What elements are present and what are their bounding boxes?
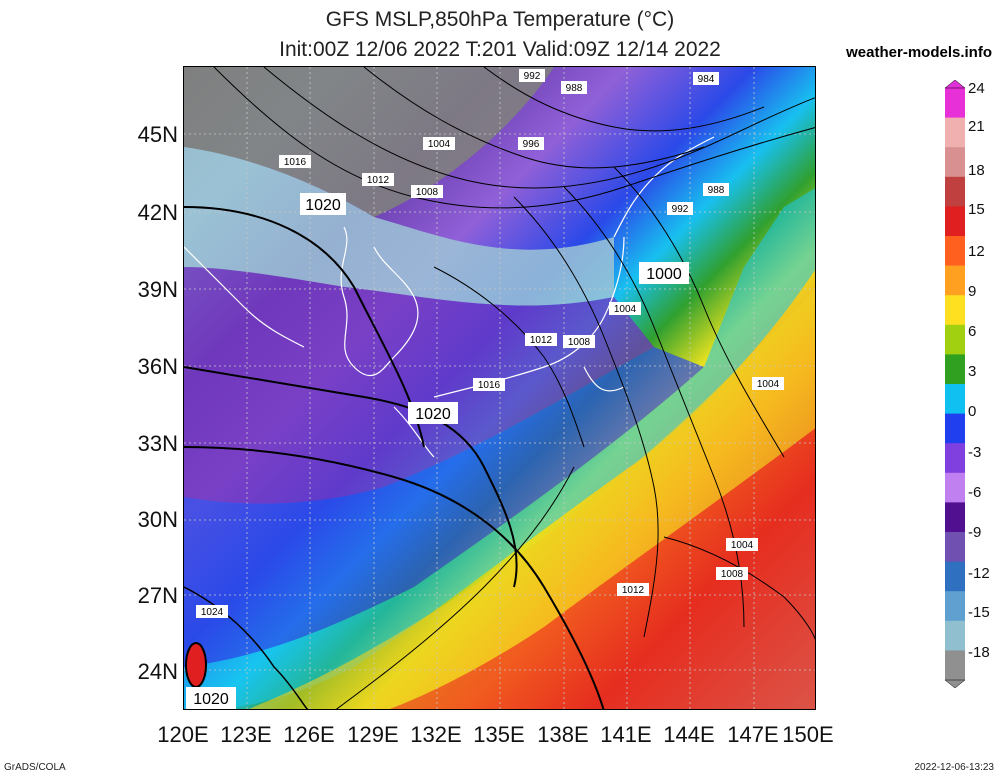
- isobar-labels: 992 988 984 1004 996 1016 1012 1008 1020…: [186, 69, 784, 709]
- lon-label: 132E: [410, 722, 462, 747]
- isobar-label: 1016: [284, 157, 307, 168]
- colorbar-segment: [945, 620, 965, 651]
- lon-label: 144E: [663, 722, 715, 747]
- colorbar-segment: [945, 443, 965, 474]
- lon-label: 126E: [283, 722, 335, 747]
- colorbar-label: 18: [968, 162, 985, 179]
- isobar-label: 1004: [428, 139, 451, 150]
- lon-label: 135E: [473, 722, 525, 747]
- colorbar-segment: [945, 236, 965, 267]
- isobar-label: 996: [523, 139, 540, 150]
- isobar-label: 984: [698, 74, 715, 85]
- isobar-label: 1004: [757, 379, 780, 390]
- chart-title: GFS MSLP,850hPa Temperature (°C): [325, 8, 675, 31]
- isobar-label: 1012: [622, 585, 645, 596]
- lon-label: 123E: [220, 722, 272, 747]
- colorbar-label: -15: [968, 604, 990, 621]
- colorbar-label: 12: [968, 243, 985, 260]
- isobar-label: 1020: [193, 691, 229, 708]
- colorbar-label: -12: [968, 565, 990, 582]
- colorbar-label: -3: [968, 444, 982, 461]
- isobar-label: 992: [672, 204, 689, 215]
- colorbar-segment: [945, 265, 965, 296]
- isobar-label: 1004: [731, 540, 754, 551]
- colorbar-label: 0: [968, 403, 977, 420]
- map-canvas: 992 988 984 1004 996 1016 1012 1008 1020…: [184, 67, 815, 709]
- lat-label: 30N: [137, 507, 178, 532]
- lat-label: 42N: [137, 200, 178, 225]
- colorbar-label: 24: [968, 80, 985, 97]
- colorbar-segment: [945, 88, 965, 119]
- colorbar-segment: [945, 413, 965, 444]
- colorbar-label: -9: [968, 524, 982, 541]
- lon-label: 129E: [347, 722, 399, 747]
- chart-subtitle: Init:00Z 12/06 2022 T:201 Valid:09Z 12/1…: [279, 38, 721, 61]
- colorbar-segment: [945, 324, 965, 355]
- isobar-label: 1012: [367, 175, 390, 186]
- isobar-label: 1012: [530, 335, 553, 346]
- lon-label: 150E: [782, 722, 834, 747]
- colorbar-segment: [945, 472, 965, 503]
- colorbar-segment: [945, 650, 965, 681]
- isobar-label: 1004: [614, 304, 637, 315]
- weather-map: 992 988 984 1004 996 1016 1012 1008 1020…: [183, 66, 816, 710]
- lat-label: 27N: [137, 583, 178, 608]
- colorbar-segment: [945, 384, 965, 415]
- colorbar-segment: [945, 147, 965, 178]
- lat-label: 45N: [137, 122, 178, 147]
- colorbar-segment: [945, 532, 965, 563]
- isobar-label: 1008: [721, 569, 744, 580]
- colorbar-segment: [945, 502, 965, 533]
- colorbar-segment: [945, 354, 965, 385]
- lat-label: 36N: [137, 354, 178, 379]
- lat-label: 33N: [137, 431, 178, 456]
- footer-software: GrADS/COLA: [4, 762, 66, 773]
- colorbar-segment: [945, 561, 965, 592]
- isobar-label: 1016: [478, 380, 501, 391]
- colorbar-segment: [945, 591, 965, 622]
- footer-timestamp: 2022-12-06-13:23: [914, 762, 994, 773]
- isobar-label: 1020: [305, 197, 341, 214]
- colorbar-segment: [945, 117, 965, 148]
- isobar-label: 992: [524, 71, 541, 82]
- lat-label: 39N: [137, 277, 178, 302]
- colorbar-segment: [945, 176, 965, 207]
- isobar-label: 1008: [416, 187, 439, 198]
- colorbar-graphic: [945, 80, 965, 688]
- lon-label: 120E: [157, 722, 209, 747]
- colorbar-segment: [945, 295, 965, 326]
- isobar-label: 1024: [201, 607, 224, 618]
- colorbar-label: 6: [968, 323, 977, 340]
- colorbar-label: 3: [968, 363, 977, 380]
- isobar-label: 988: [708, 185, 725, 196]
- colorbar-segment: [945, 206, 965, 237]
- colorbar-label: 9: [968, 283, 977, 300]
- isobar-label: 988: [566, 83, 583, 94]
- lon-label: 141E: [600, 722, 652, 747]
- isobar-label: 1008: [568, 337, 591, 348]
- colorbar-label: -18: [968, 644, 990, 661]
- isobar-label: 1000: [646, 266, 682, 283]
- lon-label: 138E: [537, 722, 589, 747]
- colorbar-label: 15: [968, 201, 985, 218]
- isobar-label: 1020: [415, 406, 451, 423]
- lat-label: 24N: [137, 659, 178, 684]
- brand-label[interactable]: weather-models.info: [846, 44, 992, 61]
- colorbar-label: 21: [968, 118, 985, 135]
- lon-label: 147E: [727, 722, 779, 747]
- colorbar-label: -6: [968, 484, 982, 501]
